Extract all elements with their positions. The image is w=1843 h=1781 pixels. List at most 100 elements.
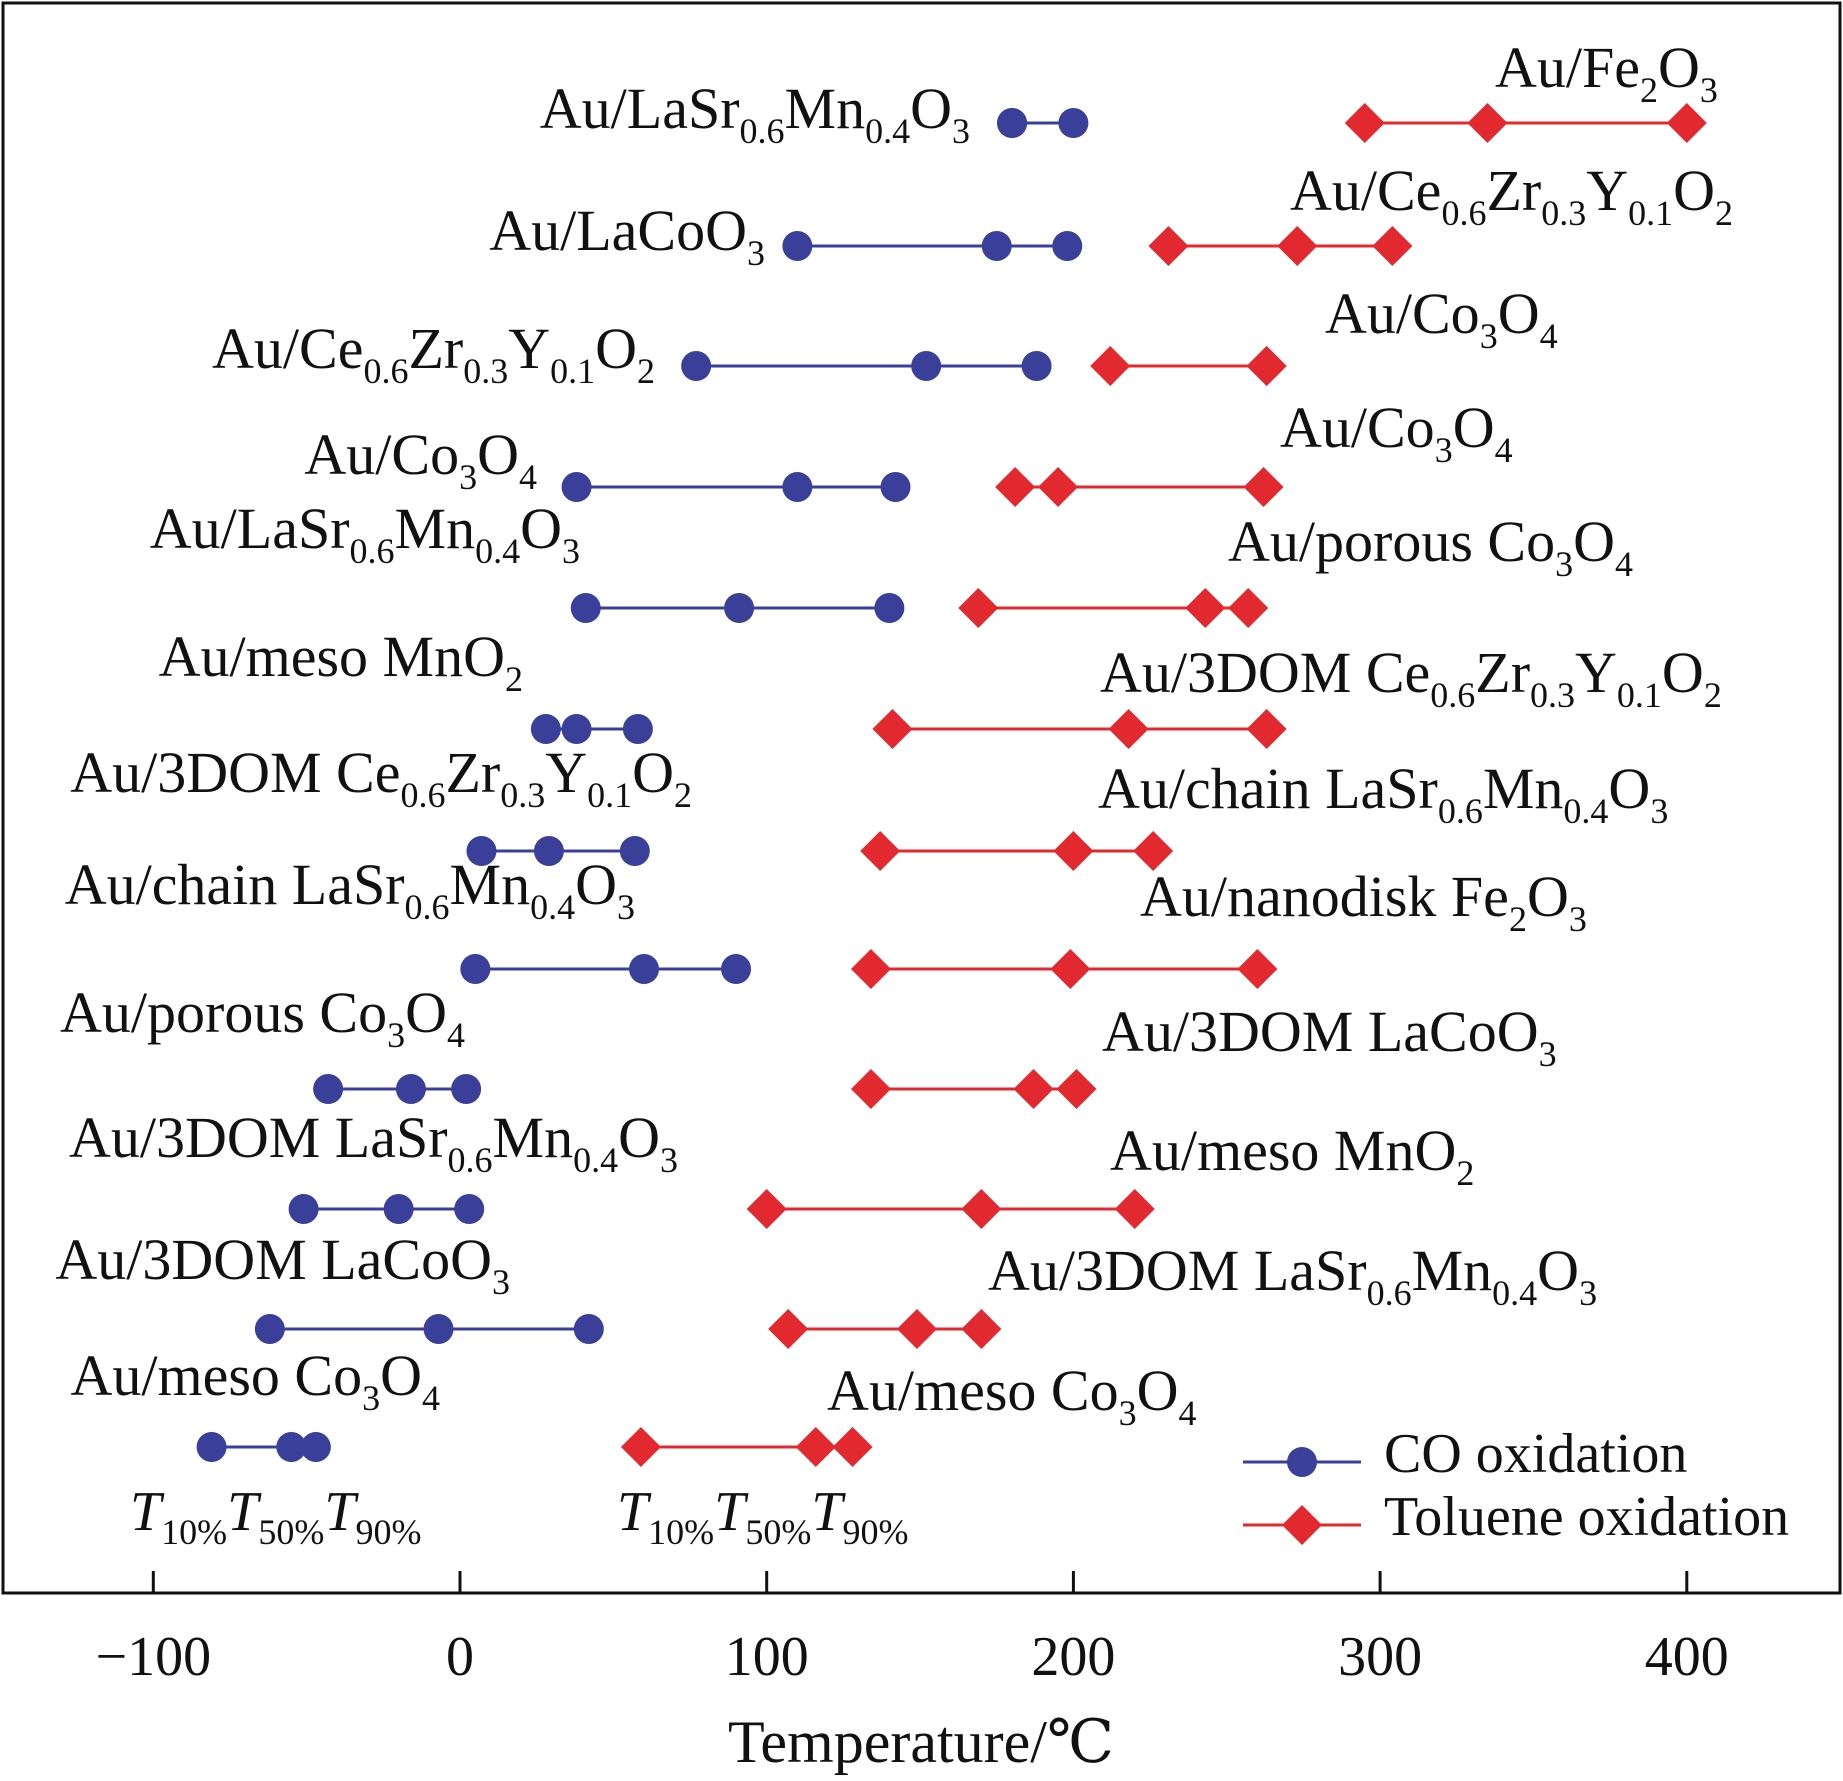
label-text: O: [910, 76, 952, 141]
toluene-t90-point: [1372, 226, 1413, 266]
co-t90-point: [451, 1074, 482, 1104]
label-text: O: [1673, 158, 1715, 223]
co-t50-point: [782, 472, 813, 502]
toluene-t90-point: [1666, 103, 1707, 143]
co-t50-point: [383, 1194, 414, 1224]
toluene-catalyst-label: Au/Fe2O3: [1495, 35, 1718, 110]
co-t50-point: [533, 836, 564, 866]
label-subscript: 4: [519, 457, 537, 497]
co-oxidation-series: Au/LaSr0.6Mn0.4O3Au/LaCoO3Au/Ce0.6Zr0.3Y…: [55, 76, 1089, 1462]
co-t10-point: [466, 836, 497, 866]
toluene-t10-point: [620, 1427, 661, 1467]
label-subscript: 0.4: [1492, 1273, 1537, 1313]
toluene-t10-point: [850, 949, 891, 989]
co-row: Au/3DOM Ce0.6Zr0.3Y0.1O2: [70, 740, 692, 866]
label-subscript: 0.6: [400, 775, 445, 815]
label-text: Au/chain LaSr: [1098, 756, 1438, 821]
label-text: Y: [1575, 640, 1617, 705]
co-row: Au/meso MnO2: [159, 624, 653, 744]
label-subscript: 3: [660, 1140, 678, 1180]
label-subscript: 3: [617, 887, 635, 927]
toluene-catalyst-label: Au/meso MnO2: [1110, 1118, 1474, 1193]
toluene-t10-point: [746, 1189, 787, 1229]
label-subscript: 0.3: [1541, 193, 1586, 233]
co-catalyst-label: Au/Co3O4: [304, 422, 537, 497]
t-subscript: 50%: [258, 1512, 324, 1552]
co-row: Au/Ce0.6Zr0.3Y0.1O2: [212, 316, 1052, 391]
label-subscript: 0.3: [463, 351, 508, 391]
label-text: Mn: [1483, 756, 1564, 821]
toluene-t-labels: T10%T50%T90%: [617, 1481, 908, 1552]
label-text: O: [1662, 640, 1704, 705]
label-subscript: 4: [1495, 430, 1513, 470]
co-t90-point: [300, 1432, 331, 1462]
t-subscript: 50%: [745, 1512, 811, 1552]
co-t10-point: [561, 472, 592, 502]
label-subscript: 2: [1704, 675, 1722, 715]
label-text: Au/Ce: [1290, 158, 1441, 223]
toluene-catalyst-label: Au/3DOM Ce0.6Zr0.3Y0.1O2: [1100, 640, 1722, 715]
co-t-labels: T10%T50%T90%: [130, 1481, 421, 1552]
toluene-t10-point: [1148, 226, 1189, 266]
label-text: Mn: [450, 852, 531, 917]
co-t50-point: [911, 351, 942, 381]
t-symbol: T: [811, 1481, 846, 1543]
co-t10-point: [530, 714, 561, 744]
t-symbol: T: [227, 1481, 262, 1543]
co-catalyst-label: Au/3DOM LaSr0.6Mn0.4O3: [69, 1105, 678, 1180]
toluene-row: Au/meso MnO2: [746, 1118, 1474, 1229]
toluene-t90-point: [1114, 1189, 1155, 1229]
co-t90-point: [874, 593, 905, 623]
co-row: Au/porous Co3O4: [60, 980, 482, 1104]
co-row: Au/Co3O4: [304, 422, 911, 502]
toluene-row: Au/porous Co3O4: [958, 509, 1633, 628]
label-text: Au/3DOM Ce: [1100, 640, 1430, 705]
label-subscript: 3: [1650, 791, 1668, 831]
label-text: Au/3DOM Ce: [70, 740, 400, 805]
co-t90-point: [1058, 108, 1089, 138]
label-subscript: 0.6: [405, 887, 450, 927]
label-text: Au/Co: [304, 422, 459, 487]
label-subscript: 0.6: [1441, 193, 1486, 233]
label-subscript: 3: [1569, 899, 1587, 939]
label-subscript: 4: [422, 1378, 440, 1418]
toluene-t90-point: [1237, 949, 1278, 989]
x-tick-label: 200: [1031, 1626, 1115, 1688]
co-t10-point: [782, 231, 813, 261]
toluene-row: Au/Fe2O3: [1344, 35, 1718, 143]
toluene-t50-point: [1185, 588, 1226, 628]
toluene-row: Au/chain LaSr0.6Mn0.4O3: [860, 756, 1668, 871]
label-subscript: 0.4: [475, 531, 520, 571]
label-subscript: 2: [1715, 193, 1733, 233]
x-tick-label: 100: [725, 1626, 809, 1688]
legend-toluene-label: Toluene oxidation: [1384, 1486, 1789, 1548]
label-subscript: 0.4: [1563, 791, 1608, 831]
toluene-t10-point: [995, 467, 1036, 507]
co-t50-point: [276, 1432, 307, 1462]
toluene-row: Au/3DOM LaCoO3: [850, 999, 1557, 1109]
label-subscript: 0.4: [865, 111, 910, 151]
label-text: O: [595, 316, 637, 381]
label-subscript: 0.6: [350, 531, 395, 571]
label-text: Zr: [445, 740, 500, 805]
label-subscript: 3: [1480, 316, 1498, 356]
label-text: Au/nanodisk Fe: [1140, 864, 1509, 929]
label-text: O: [618, 1105, 660, 1170]
label-subscript: 4: [1540, 316, 1558, 356]
label-subscript: 2: [505, 659, 523, 699]
label-text: Au/Ce: [212, 316, 363, 381]
label-text: O: [1658, 35, 1700, 100]
label-subscript: 3: [747, 233, 765, 273]
t-subscript: 10%: [648, 1512, 714, 1552]
co-catalyst-label: Au/LaSr0.6Mn0.4O3: [540, 76, 970, 151]
label-text: Au/3DOM LaSr: [988, 1238, 1367, 1303]
label-subscript: 0.3: [1530, 675, 1575, 715]
label-text: O: [632, 740, 674, 805]
co-row: Au/meso Co3O4: [70, 1343, 440, 1462]
label-text: Au/LaSr: [540, 76, 740, 141]
label-text: Au/Fe: [1495, 35, 1640, 100]
co-t10-point: [288, 1194, 319, 1224]
label-subscript: 3: [387, 1015, 405, 1055]
co-t50-point: [423, 1314, 454, 1344]
label-text: O: [1573, 509, 1615, 574]
